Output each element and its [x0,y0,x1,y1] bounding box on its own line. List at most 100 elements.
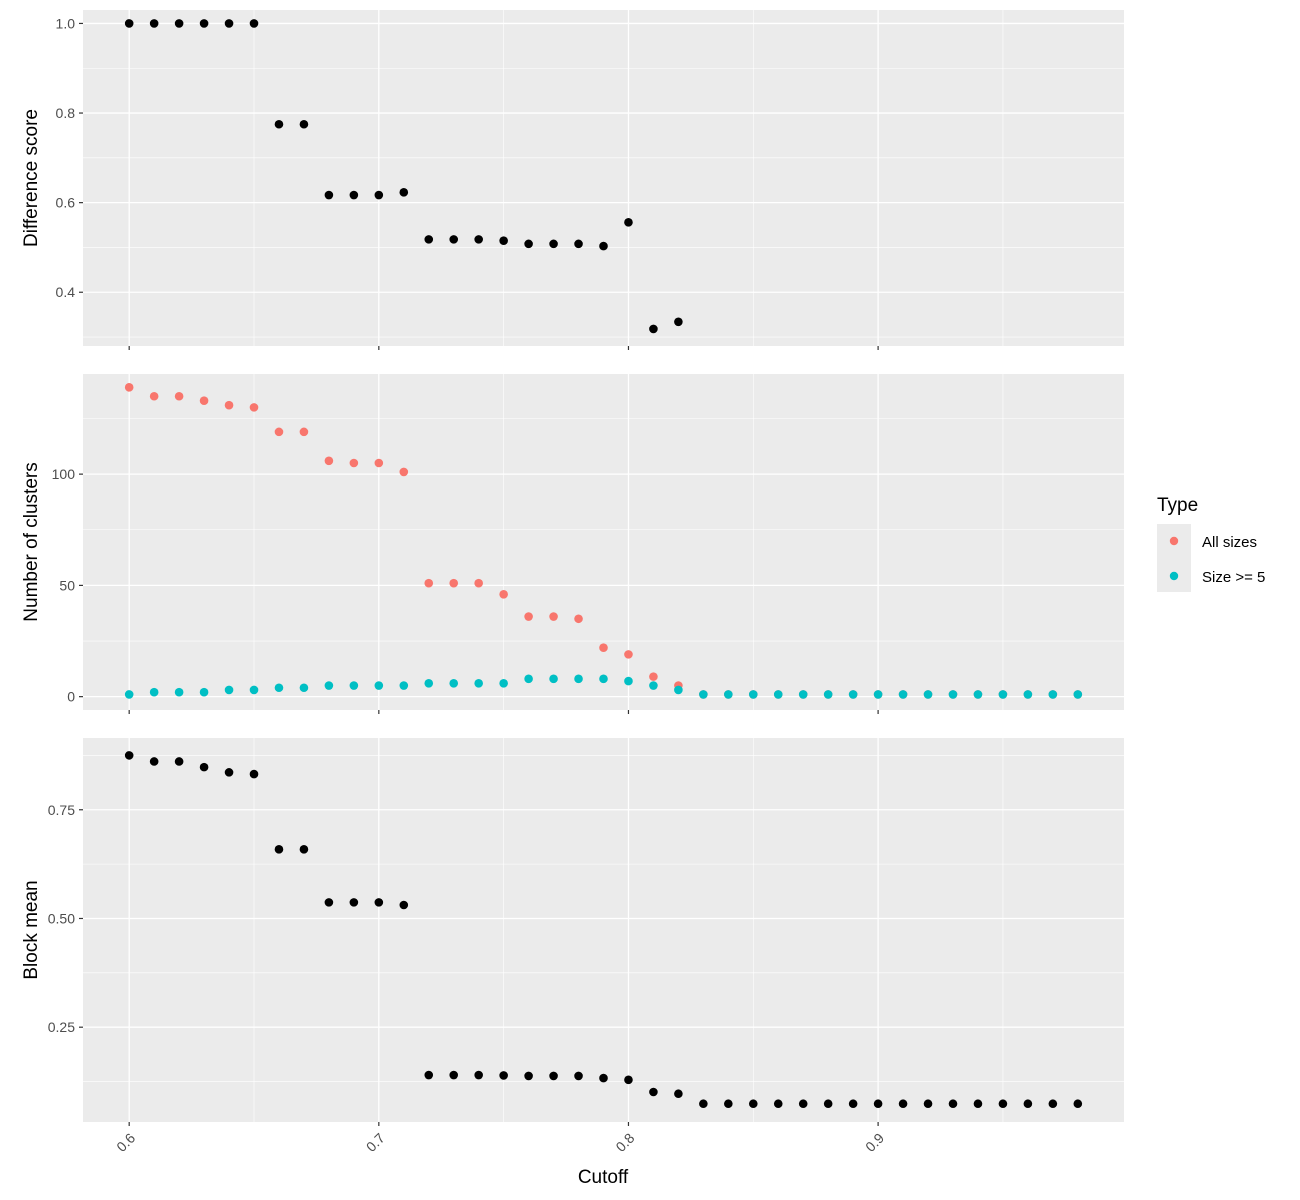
data-point [649,672,658,681]
data-point [199,19,209,28]
legend-label-size-ge-5: Size >= 5 [1202,569,1265,586]
panel-background [83,10,1124,346]
data-point [324,898,334,907]
data-point [1073,690,1083,699]
data-point [873,690,883,699]
data-point [449,1070,459,1080]
data-point [574,1071,583,1081]
data-point [174,391,184,401]
data-point [299,119,309,129]
y-tick-label: 0 [67,689,75,705]
data-point [149,19,159,28]
data-point [499,236,508,246]
data-point [474,235,483,244]
data-point [823,1099,833,1109]
data-point [674,317,683,327]
data-point [224,400,234,410]
y-axis-title: Number of clusters [21,462,42,621]
data-point [274,119,284,129]
data-point [674,1089,683,1099]
y-tick-label: 1.0 [56,15,76,31]
data-point [399,681,409,690]
data-point [1073,1099,1083,1109]
data-point [499,589,508,599]
data-point [798,690,808,699]
data-point [299,845,309,854]
data-point [249,685,259,695]
data-point [574,674,583,684]
data-point [224,19,234,28]
data-point [724,1099,733,1109]
data-point [424,578,434,588]
data-point [499,678,508,688]
data-point [998,1099,1008,1109]
panel-clusters: 0 50 100 Number of clusters [21,374,1124,714]
data-point [324,190,334,200]
data-point [724,690,733,699]
series-points [124,19,683,334]
data-point [124,383,134,392]
data-point [424,235,434,244]
data-point [599,241,608,251]
data-point [699,690,708,699]
series-size-5 [124,674,1083,699]
data-point [973,690,983,699]
data-point [798,1099,808,1109]
data-point [898,1099,908,1109]
data-point [124,19,134,28]
y-tick-label: 0.8 [56,105,76,121]
data-point [424,678,434,688]
data-point [549,674,558,684]
data-point [299,683,309,693]
data-point [324,681,334,690]
data-point [524,1071,533,1081]
data-point [474,578,483,588]
data-point [1048,1099,1058,1109]
data-point [399,900,409,910]
data-point [649,324,658,334]
data-point [349,898,359,907]
data-point [449,235,459,244]
y-tick-label: 100 [52,466,76,482]
data-point [374,681,384,690]
data-point [374,898,384,907]
data-point [923,1099,933,1109]
data-point [624,650,633,659]
data-point [474,678,483,688]
data-point [274,683,284,693]
data-point [748,690,758,699]
data-point [474,1070,483,1080]
data-point [649,1087,658,1097]
legend-key-all-sizes [1169,536,1179,546]
data-point [1048,690,1058,699]
data-point [149,687,159,697]
data-point [549,239,558,249]
x-axis-title: Cutoff [578,1167,629,1188]
data-point [224,685,234,695]
data-point [349,190,359,200]
data-point [249,403,259,412]
data-point [524,239,533,249]
data-point [1023,1099,1033,1109]
data-point [848,690,858,699]
panel-background [83,374,1124,710]
y-tick-label: 0.75 [48,802,75,818]
data-point [574,614,583,624]
data-point [1023,690,1033,699]
data-point [948,1099,958,1109]
data-point [449,678,459,688]
panel-background [83,738,1124,1122]
data-point [674,685,683,695]
data-point [948,690,958,699]
y-axis-title: Block mean [21,880,42,979]
data-point [174,19,184,28]
y-axis-title: Difference score [21,109,42,247]
data-point [199,687,209,697]
data-point [599,1073,608,1083]
data-point [773,690,783,699]
data-point [374,458,384,468]
data-point [773,1099,783,1109]
data-point [274,845,284,854]
